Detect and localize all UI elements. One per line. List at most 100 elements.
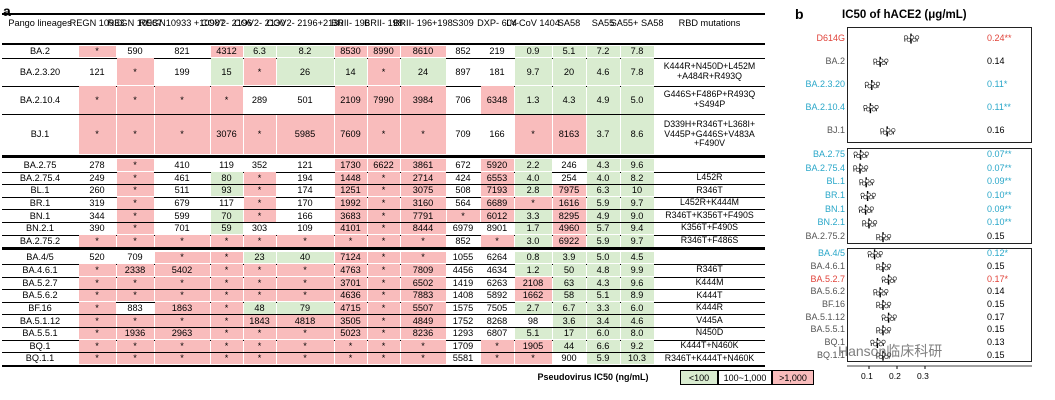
ic50-cell: 5.1: [514, 327, 552, 340]
ic50-cell: 24: [400, 58, 446, 86]
ic50-cell: 166: [489, 129, 505, 140]
ic50-cell: *: [78, 327, 116, 340]
ic50-cell: *: [78, 264, 116, 277]
ic50-cell: 709: [455, 129, 471, 140]
ic50-cell: 1.7: [514, 222, 552, 235]
ic50-cell: *: [243, 289, 276, 302]
ic50-cell: 3076: [210, 114, 243, 155]
legend-low: <100: [680, 370, 718, 385]
replicate-point: [875, 263, 880, 268]
ic50-cell: *: [334, 340, 367, 352]
ic50-cell: 8236: [400, 327, 446, 340]
replicate-point: [866, 107, 871, 112]
ic50-cell: *: [116, 209, 154, 222]
replicate-point: [863, 105, 868, 110]
rbd-mutations: K444R+N450D+L452M +A484R+R493Q: [663, 60, 756, 81]
ic50-cell: 410: [174, 160, 190, 171]
ic50-cell: 6.3: [243, 45, 276, 58]
ic50-value: 0.07**: [987, 148, 1012, 159]
lineage-label: BA.2.75.2: [19, 235, 61, 246]
replicate-point: [875, 352, 880, 357]
ic50-cell: *: [367, 58, 400, 86]
replicate-point: [884, 289, 889, 294]
replicate-point: [867, 181, 872, 186]
ic50-cell: 5.1: [586, 289, 620, 302]
legend-title: Pseudovirus IC50 (ng/mL): [537, 372, 649, 382]
ic50-cell: 2108: [514, 277, 552, 289]
column-header: REGN 10933: [69, 18, 125, 28]
ic50-cell: *: [367, 314, 400, 327]
ic50-value: 0.10**: [987, 217, 1012, 228]
ic50-cell: 194: [297, 172, 313, 183]
ic50-cell: 4.6: [620, 314, 654, 327]
ic50-value: 0.15: [987, 324, 1005, 335]
ic50-cell: *: [243, 209, 276, 222]
ic50-cell: 166: [297, 210, 313, 221]
ic50-cell: *: [243, 114, 276, 155]
table-rule: [2, 247, 765, 249]
group-box: [847, 248, 1032, 362]
column-header: BRII- 198: [364, 18, 403, 28]
replicate-point: [861, 167, 866, 172]
ic50-cell: 7990: [367, 86, 400, 114]
replicate-point: [874, 105, 879, 110]
replicate-point: [889, 278, 894, 283]
replicate-point: [892, 276, 897, 281]
ic50-cell: 7.8: [620, 45, 654, 58]
replicate-point: [861, 208, 866, 213]
ic50-cell: 6922: [552, 235, 586, 247]
ic50-cell: 7124: [334, 251, 367, 264]
ic50-cell: 260: [89, 185, 105, 196]
ic50-cell: *: [367, 302, 400, 314]
ic50-cell: *: [116, 277, 154, 289]
ic50-cell: *: [480, 352, 514, 365]
ic50-cell: 4.0: [514, 172, 552, 184]
ic50-cell: *: [154, 114, 210, 155]
ic50-cell: 1662: [514, 289, 552, 302]
ic50-cell: 7505: [486, 302, 508, 313]
replicate-point: [882, 301, 887, 306]
replicate-point: [868, 220, 873, 225]
ic50-cell: 4.0: [586, 172, 620, 184]
ic50-cell: *: [367, 222, 400, 235]
rbd-mutations: R346T+K356T+F490S: [665, 209, 754, 220]
ic50-value: 0.11**: [987, 102, 1011, 113]
variant-label: BA.2.75.2: [805, 231, 845, 242]
ic50-cell: *: [276, 277, 334, 289]
replicate-point: [884, 304, 889, 309]
lineage-label: BA.2.3.20: [19, 66, 61, 77]
ic50-cell: 1448: [334, 172, 367, 184]
ic50-cell: *: [154, 340, 210, 352]
variant-label: BA.5.6.2: [810, 286, 845, 297]
ic50-cell: 6502: [400, 277, 446, 289]
ic50-cell: *: [514, 197, 552, 209]
lineage-label: BA.5.1.12: [19, 315, 61, 326]
panel-b-letter: b: [795, 6, 804, 22]
ic50-cell: *: [367, 264, 400, 277]
variant-label: BA.2.75.4: [805, 162, 845, 173]
ic50-cell: 511: [174, 185, 190, 196]
replicate-point: [852, 165, 857, 170]
ic50-cell: 7791: [400, 209, 446, 222]
ic50-cell: 59: [210, 222, 243, 235]
ic50-cell: 5.9: [586, 235, 620, 247]
replicate-point: [864, 222, 869, 227]
replicate-point: [882, 352, 887, 357]
variant-label: BL.1: [826, 176, 845, 187]
column-header: REGN 10987: [107, 18, 163, 28]
ic50-cell: *: [243, 235, 276, 247]
column-header: S309: [452, 18, 474, 28]
ic50-cell: *: [116, 314, 154, 327]
variant-label: BA.5.2.7: [810, 273, 845, 284]
replicate-point: [875, 327, 880, 332]
variant-label: BA.2.3.20: [805, 79, 845, 89]
replicate-point: [864, 165, 869, 170]
ic50-cell: 5402: [154, 264, 210, 277]
ic50-cell: 289: [251, 94, 268, 105]
ic50-cell: *: [243, 277, 276, 289]
rbd-mutations: G446S+F486P+R493Q +S494P: [663, 89, 756, 109]
ic50-cell: 4.8: [586, 264, 620, 277]
ic50-cell: *: [446, 209, 480, 222]
replicate-point: [878, 251, 883, 256]
table-rule: [2, 43, 765, 45]
